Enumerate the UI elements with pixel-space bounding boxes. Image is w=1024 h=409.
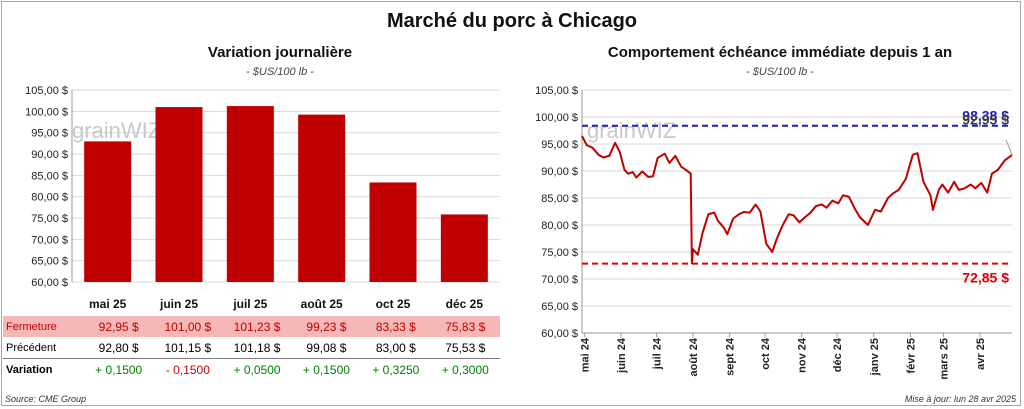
table-cell: 83,00 $	[361, 337, 431, 359]
line-x-tick-label: févr 25	[905, 338, 917, 373]
row-label: Variation	[6, 363, 53, 376]
bar-category-label: déc 25	[446, 297, 484, 311]
line-x-tick-label: nov 24	[797, 337, 809, 373]
line-y-tick-label: 105,00 $	[535, 85, 578, 97]
line-y-tick-label: 80,00 $	[541, 220, 578, 232]
table-cell: + 0,0500	[233, 362, 281, 377]
bar-y-tick-label: 90,00 $	[31, 149, 68, 161]
table-cell: 75,53 $	[430, 337, 500, 359]
watermark-left: grainWIZ	[72, 118, 161, 143]
bar-category-label: juil 25	[232, 297, 267, 311]
line-x-tick-label: juin 24	[616, 337, 628, 374]
bar-chart-y-axis: 60,00 $ 65,00 $ 70,00 $ 75,00 $ 80,00 $ 85,00…	[25, 85, 73, 289]
daily-table: Fermeture 92,95 $101,00 $101,23 $99,23 $8…	[3, 316, 500, 380]
line-x-tick-label: mai 24	[579, 337, 591, 372]
line-y-tick-label: 70,00 $	[541, 274, 578, 286]
bar-category-label: août 25	[301, 297, 343, 311]
line-x-tick-label: mars 25	[938, 338, 950, 380]
bar	[226, 106, 274, 283]
table-cell: 92,95 $	[84, 316, 154, 337]
price-series-line	[581, 135, 1013, 265]
bar-chart-bars	[84, 106, 488, 283]
table-cell: 101,23 $	[222, 316, 292, 337]
table-cell: 92,80 $	[84, 337, 154, 359]
bar-chart-x-axis: mai 25 juin 25 juil 25 août 25 oct 25 déc 25	[89, 297, 483, 311]
line-y-tick-label: 65,00 $	[541, 301, 578, 313]
bar	[369, 182, 417, 282]
table-cell: 101,18 $	[222, 337, 292, 359]
table-cell: 75,83 $	[430, 316, 500, 337]
previous-row: Précédent 92,80 $101,15 $101,18 $99,08 $8…	[3, 337, 500, 359]
bar-y-tick-label: 85,00 $	[31, 170, 68, 182]
bar-y-tick-label: 105,00 $	[25, 85, 68, 97]
main-title: Marché du porc à Chicago	[386, 10, 638, 32]
line-x-tick-label: déc 24	[832, 337, 844, 372]
table-cell: 99,08 $	[291, 337, 362, 359]
bar-y-tick-label: 60,00 $	[31, 277, 68, 289]
bar-y-tick-label: 100,00 $	[25, 106, 68, 118]
line-chart-reference-lines: 98,38 $ 72,85 $	[582, 108, 1012, 286]
bar-y-tick-label: 80,00 $	[31, 192, 68, 204]
line-x-tick-label: août 24	[688, 337, 700, 376]
bar	[84, 141, 132, 282]
bar-category-label: mai 25	[89, 297, 127, 311]
bar-category-label: juin 25	[159, 297, 198, 311]
left-chart-unit: - $US/100 lb -	[246, 66, 314, 78]
line-chart-series: 92,95 $	[581, 112, 1013, 265]
line-y-tick-label: 90,00 $	[541, 166, 578, 178]
low-reference-label: 72,85 $	[962, 270, 1009, 286]
line-chart-x-axis: mai 24 juin 24 juil 24 août 24 sept 24 oct 24…	[579, 333, 987, 380]
bar-category-label: oct 25	[376, 297, 411, 311]
bar-chart-gridlines	[72, 89, 500, 283]
line-chart-y-axis: 60,00 $ 65,00 $ 70,00 $ 75,00 $ 80,00 $ 85,00…	[535, 85, 1012, 340]
bar-y-tick-label: 70,00 $	[31, 234, 68, 246]
update-note: Mise à jour: lun 28 avr 2025	[904, 394, 1016, 404]
line-x-tick-label: juil 24	[651, 337, 663, 370]
table-cell: + 0,1500	[95, 362, 143, 377]
table-cell: 101,00 $	[153, 316, 223, 337]
bar	[155, 107, 203, 282]
last-value-leader	[1005, 139, 1013, 156]
line-y-tick-label: 85,00 $	[541, 193, 578, 205]
line-y-tick-label: 60,00 $	[541, 328, 578, 340]
line-x-tick-label: janv 25	[869, 338, 881, 376]
table-cell: - 0,1500	[165, 362, 210, 377]
watermark-right: grainWIZ	[587, 118, 676, 143]
line-y-tick-label: 95,00 $	[541, 139, 578, 151]
row-label: Fermeture	[3, 316, 84, 337]
table-cell: 101,15 $	[153, 337, 223, 359]
variation-row: Variation + 0,1500 - 0,1500 + 0,0500 + 0,150…	[3, 359, 500, 381]
left-chart-title: Variation journalière	[207, 44, 353, 61]
table-cell: + 0,3000	[441, 362, 489, 377]
line-x-tick-label: oct 24	[760, 337, 772, 370]
close-row: Fermeture 92,95 $101,00 $101,23 $99,23 $8…	[3, 316, 500, 337]
last-value-label: 92,95 $	[962, 112, 1009, 128]
bar	[298, 114, 346, 282]
line-y-tick-label: 100,00 $	[535, 112, 578, 124]
table-cell: 83,33 $	[361, 316, 431, 337]
high-reference-label: 98,38 $	[962, 108, 1009, 124]
line-x-tick-label: sept 24	[725, 337, 737, 376]
right-chart-title: Comportement échéance immédiate depuis 1…	[607, 44, 953, 61]
bar-y-tick-label: 75,00 $	[31, 213, 68, 225]
bar-y-tick-label: 65,00 $	[31, 256, 68, 268]
table-cell: 99,23 $	[291, 316, 362, 337]
table-cell: + 0,3250	[372, 362, 420, 377]
line-x-tick-label: avr 25	[975, 338, 987, 370]
table-cell: + 0,1500	[302, 362, 350, 377]
line-y-tick-label: 75,00 $	[541, 247, 578, 259]
daily-bar-chart: grainWIZ 60,00 $ 65,00 $ 70,00 $ 75,00 $ 80,…	[25, 85, 500, 311]
bar	[440, 214, 488, 282]
bar-y-tick-label: 95,00 $	[31, 128, 68, 140]
source-note: Source: CME Group	[5, 394, 87, 404]
right-chart-unit: - $US/100 lb -	[746, 66, 814, 78]
one-year-line-chart: grainWIZ 60,00 $ 65,00 $ 70,00 $ 75,00 $ 80,…	[535, 85, 1013, 380]
row-label: Précédent	[3, 337, 84, 359]
